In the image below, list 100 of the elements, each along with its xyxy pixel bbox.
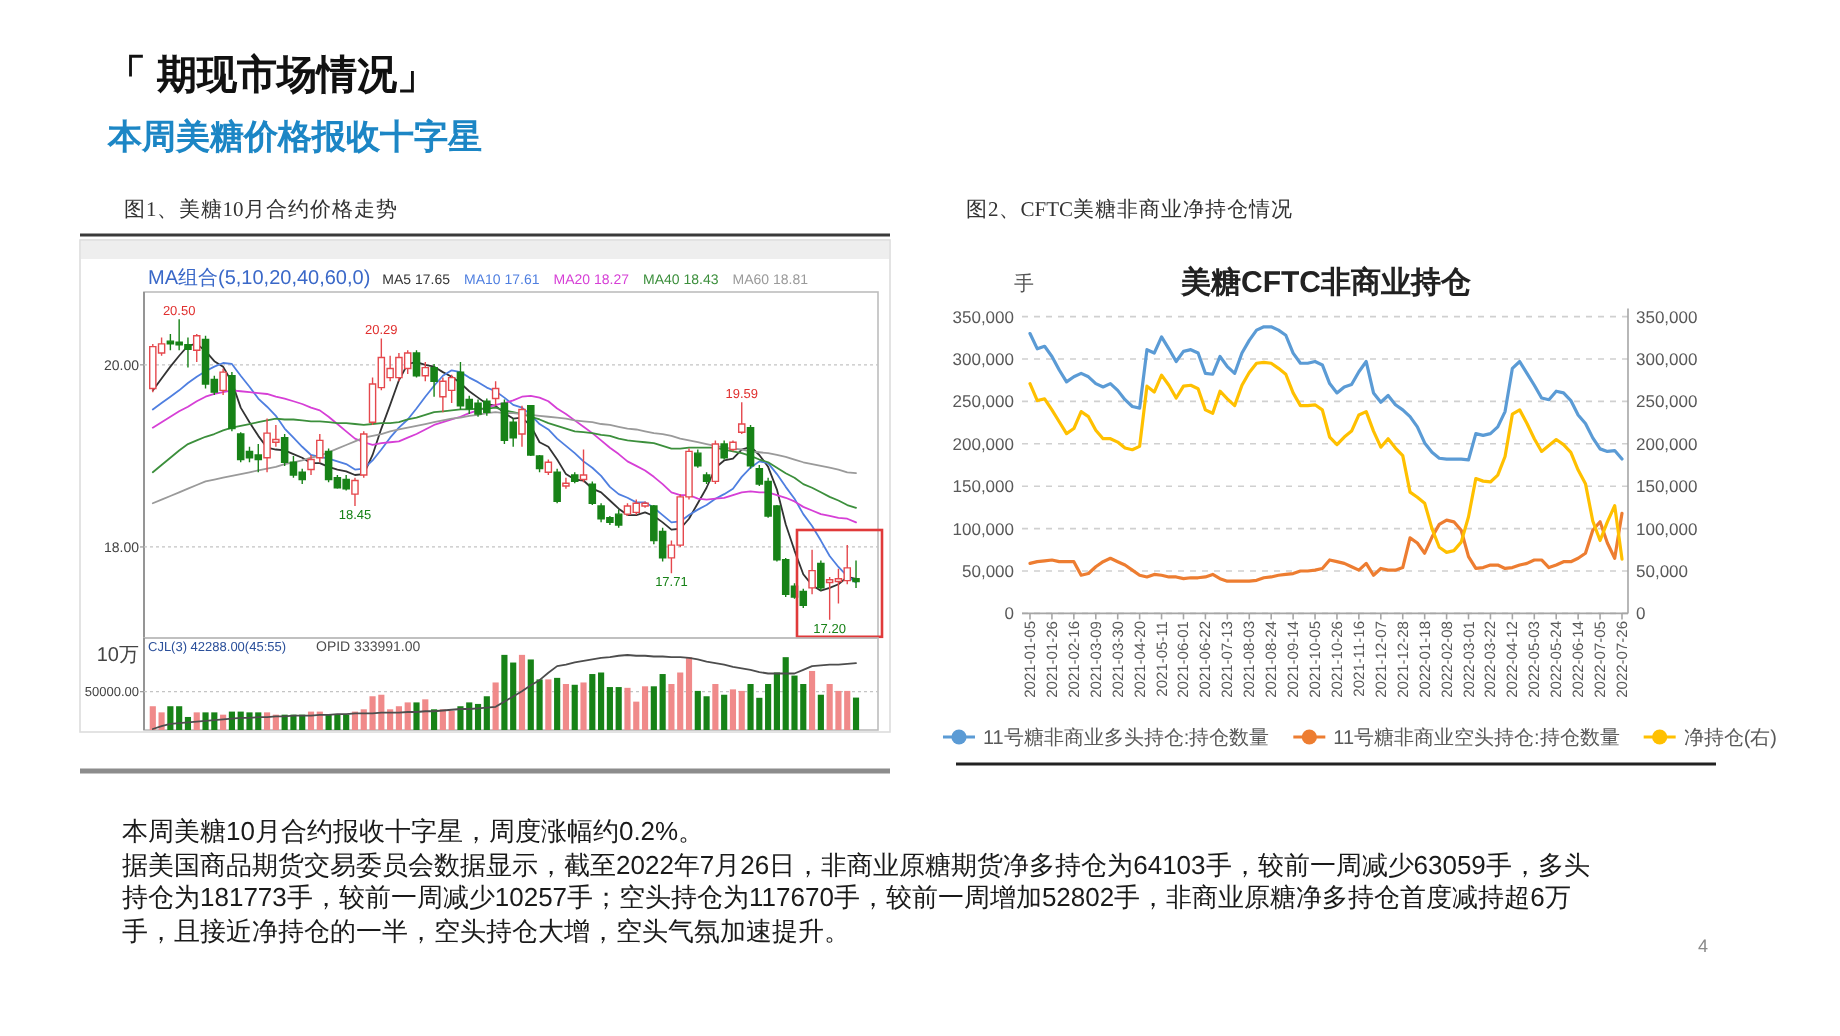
bar [545,679,552,730]
y2-tick-label: 150,000 [1636,476,1698,497]
bar [167,706,174,730]
bar [721,694,728,730]
candlestick [799,588,808,609]
candlestick [817,559,825,592]
chart-title: 图1、美糖10月合约价格走势 [124,196,398,222]
line-series [1028,360,1624,561]
y-tick-label: 0 [1004,603,1015,624]
bar [334,714,341,730]
bar [413,702,420,730]
y-tick-label: 300,000 [952,349,1015,369]
bar [729,689,737,730]
bar [659,674,666,730]
y2-tick-label: 200,000 [1636,433,1698,454]
bar [817,694,824,730]
y2-tick-label: 250,000 [1636,391,1698,412]
y2-tick-label: 0 [1636,603,1646,624]
text: 10万 [96,645,139,667]
bar [431,709,438,730]
bar [492,682,499,730]
text: 本周美糖价格报收十字星 [108,118,482,158]
candlestick [746,424,755,470]
candlestick [694,448,702,469]
candlestick [456,361,465,411]
bar [404,702,411,730]
candlestick [737,401,746,435]
candlestick [192,333,201,363]
candlestick [491,380,500,407]
text: 「 期现市场情况」 [106,52,438,100]
candlestick [316,433,324,463]
candlestick [430,363,438,398]
candlestick [421,361,430,382]
line-series [1028,511,1624,583]
line-series [151,389,857,524]
y-tick-label: 50,000 [962,561,1015,581]
candlestick [351,477,359,507]
candlestick [588,480,597,506]
candlestick [579,448,588,483]
candlestick [447,374,456,404]
bar [518,654,526,730]
candlestick [359,430,368,479]
candlestick [808,548,816,595]
text: 本周美糖10月合约报收十字星，周度涨幅约0.2%。 [122,816,707,850]
bar [448,710,455,730]
y-tick-label: 150,000 [952,476,1015,497]
candlestick [500,398,509,445]
bar [747,684,754,730]
candlestick [254,443,263,473]
bar [712,684,719,730]
legend-label: 11号糖非商业空头持仓:持仓数量 [1333,726,1620,750]
bar [685,657,693,730]
candlestick [228,371,236,433]
candlestick [518,405,526,448]
legend-label: 净持仓(右) [1683,726,1778,750]
bar [809,670,816,730]
candlestick [562,477,570,490]
bar [422,699,429,730]
bar [483,696,490,730]
bar [571,684,578,730]
candlestick [825,576,834,621]
legend-label: 11号糖非商业多头持仓:持仓数量 [982,726,1270,750]
bar [193,712,200,730]
chart-title: 图2、CFTC美糖非商业净持仓情况 [966,196,1294,222]
y2-tick-label: 300,000 [1636,349,1698,369]
bar [624,687,631,730]
line-series [1028,325,1624,462]
bar [589,674,596,730]
bar [501,654,508,730]
legend-title: MA组合(5,10,20,40,60,0) [148,266,371,290]
candlestick [219,367,227,396]
candlestick [307,454,315,476]
candlestick [324,447,333,483]
bar [554,677,561,730]
candlestick [412,349,421,379]
y-axis-title: 手 [1014,272,1034,296]
candlestick [439,376,447,413]
bar [474,703,482,730]
bar [835,690,842,730]
candlestick [711,439,720,485]
candlestick [342,474,350,492]
chart-subtitle: 美糖CFTC非商业持仓 [1179,264,1473,300]
candlestick [544,458,553,476]
y-tick-label: 100,000 [952,518,1015,539]
candlestick [570,471,579,484]
text: 4 [1698,936,1709,956]
candlestick [149,343,157,393]
candlestick [553,467,561,504]
bar [457,706,464,730]
y2-tick-label: 50,000 [1636,561,1689,581]
y2-tick-label: 100,000 [1636,518,1698,539]
y2-tick-label: 350,000 [1636,306,1698,327]
candlestick [852,559,860,589]
y-tick-label: 350,000 [952,306,1015,327]
bar [641,686,649,730]
bar [562,684,570,730]
candlestick [614,508,623,529]
candlestick [201,335,210,390]
y-tick-label: 200,000 [952,433,1015,454]
bar [738,690,745,730]
